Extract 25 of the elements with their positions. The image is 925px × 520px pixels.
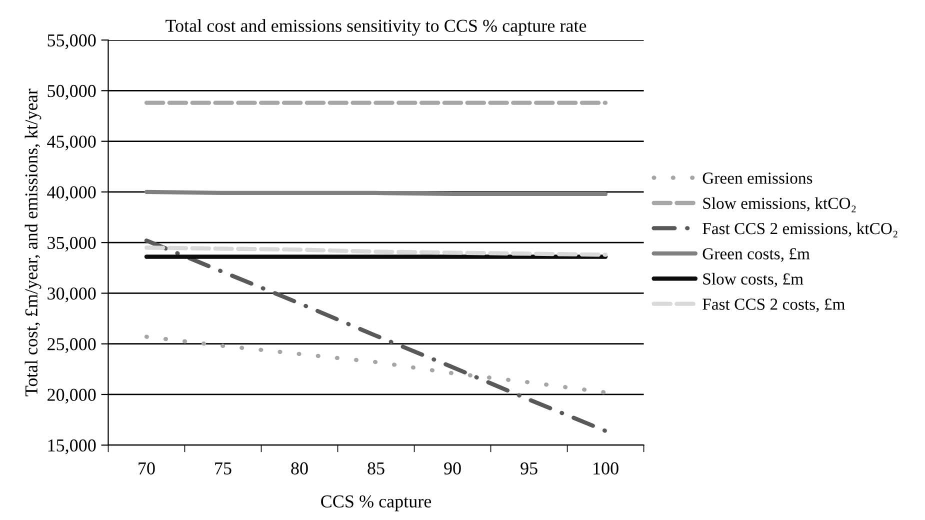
x-tick-label: 90 [444,462,461,474]
x-axis-title: CCS % capture [321,495,432,512]
legend-label: Fast CCS 2 costs, £m [702,298,845,312]
y-tick-label: 25,000 [48,338,96,353]
legend-label: Slow costs, £m [703,272,804,288]
y-tick-label: 40,000 [47,186,96,201]
chart-title: Total cost and emissions sensitivity to CCS % capture rate [166,19,586,36]
x-tick-label: 70 [138,462,155,474]
x-tick-label: 80 [291,462,308,474]
legend-label: Green emissions [702,172,812,184]
y-tick-label: 15,000 [48,439,96,454]
x-tick-label: 85 [368,462,384,474]
y-axis-title: Total cost, £m/year, and emissions, kt/year [24,88,42,396]
y-tick-label: 35,000 [48,236,96,252]
x-tick-label: 75 [215,462,232,474]
legend-label: Slow emissions, ktCO₂ [703,197,856,212]
legend-label: Fast CCS 2 emissions, ktCO₂ [702,222,898,238]
x-tick-label: 100 [594,462,618,474]
y-tick-label: 50,000 [48,84,96,100]
y-tick-label: 45,000 [47,136,96,150]
y-tick-label: 20,000 [48,388,96,404]
y-tick-label: 55,000 [48,34,96,50]
y-tick-label: 30,000 [48,287,96,302]
legend-label: Green costs, £m [702,248,810,262]
x-tick-label: 95 [520,462,538,474]
